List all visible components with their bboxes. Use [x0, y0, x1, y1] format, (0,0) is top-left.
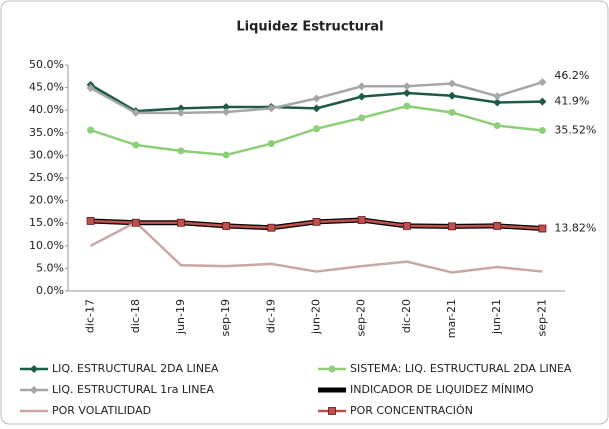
legend-marker [328, 365, 336, 373]
marker [493, 222, 502, 230]
marker [267, 104, 276, 113]
marker [267, 223, 276, 232]
value-label: 35.52% [554, 123, 596, 136]
marker [402, 89, 411, 98]
y-tick-label: 35.0% [29, 126, 64, 139]
marker [402, 222, 411, 230]
legend-marker [30, 386, 38, 394]
marker [131, 108, 140, 117]
marker [312, 104, 321, 113]
marker [132, 141, 140, 149]
x-tick-label: dic-17 [84, 299, 97, 333]
x-tick-label: dic-19 [264, 299, 277, 333]
legend-label: INDICADOR DE LIQUIDEZ MÍNIMO [350, 383, 534, 396]
value-label: 41.9% [554, 95, 589, 108]
marker [176, 108, 185, 117]
legend-label: SISTEMA: LIQ. ESTRUCTURAL 2DA LINEA [350, 362, 572, 375]
marker [222, 108, 231, 117]
value-label: 13.82% [554, 222, 596, 235]
legend-marker [328, 407, 336, 415]
marker [222, 222, 231, 230]
legend-label: LIQ. ESTRUCTURAL 1ra LINEA [52, 383, 214, 396]
legend-label: POR CONCENTRACIÓN [350, 404, 473, 417]
marker [312, 217, 321, 226]
legend-label: POR VOLATILIDAD [52, 404, 151, 417]
x-tick-label: jun-19 [174, 299, 187, 335]
marker [358, 114, 366, 122]
marker [131, 218, 140, 227]
marker [538, 126, 546, 134]
y-tick-label: 0.0% [36, 284, 64, 297]
y-tick-label: 25.0% [29, 171, 64, 184]
marker [357, 82, 366, 91]
x-tick-label: sep-19 [219, 299, 232, 336]
marker [448, 222, 456, 231]
marker [538, 97, 547, 106]
y-tick-label: 10.0% [29, 239, 64, 252]
x-tick-label: sep-20 [355, 299, 368, 336]
marker [86, 84, 95, 93]
x-tick-label: dic-20 [400, 299, 413, 333]
y-tick-label: 20.0% [29, 194, 64, 207]
chart-title: Liquidez Estructural [236, 20, 383, 35]
marker [448, 108, 456, 116]
y-tick-label: 40.0% [29, 103, 64, 116]
x-tick-label: jun-21 [490, 299, 503, 335]
x-tick-label: sep-21 [535, 299, 548, 336]
marker [222, 103, 231, 112]
marker [357, 92, 366, 101]
marker [448, 91, 457, 100]
marker [357, 216, 366, 224]
series-line [90, 221, 543, 274]
marker [177, 218, 185, 227]
x-tick-label: dic-18 [129, 299, 142, 333]
marker [448, 79, 457, 88]
value-label: 46.2% [554, 69, 589, 82]
marker [538, 78, 547, 87]
marker [86, 217, 95, 225]
marker [177, 147, 185, 155]
y-tick-label: 30.0% [29, 148, 64, 161]
marker [493, 98, 502, 107]
marker [222, 151, 230, 159]
y-tick-label: 15.0% [29, 216, 64, 229]
legend-label: LIQ. ESTRUCTURAL 2DA LINEA [52, 362, 219, 375]
x-tick-label: mar-21 [445, 299, 458, 338]
y-tick-label: 5.0% [36, 261, 64, 274]
marker [538, 224, 547, 233]
marker [267, 140, 275, 148]
marker [312, 94, 321, 103]
marker [403, 102, 411, 110]
marker [402, 82, 411, 91]
marker [87, 126, 95, 134]
legend-marker [30, 365, 38, 373]
y-tick-label: 45.0% [29, 81, 64, 94]
x-tick-label: jun-20 [310, 299, 323, 335]
marker [313, 125, 320, 133]
marker [176, 104, 185, 113]
marker [493, 92, 502, 101]
marker [493, 122, 501, 130]
y-tick-label: 50.0% [29, 58, 64, 71]
